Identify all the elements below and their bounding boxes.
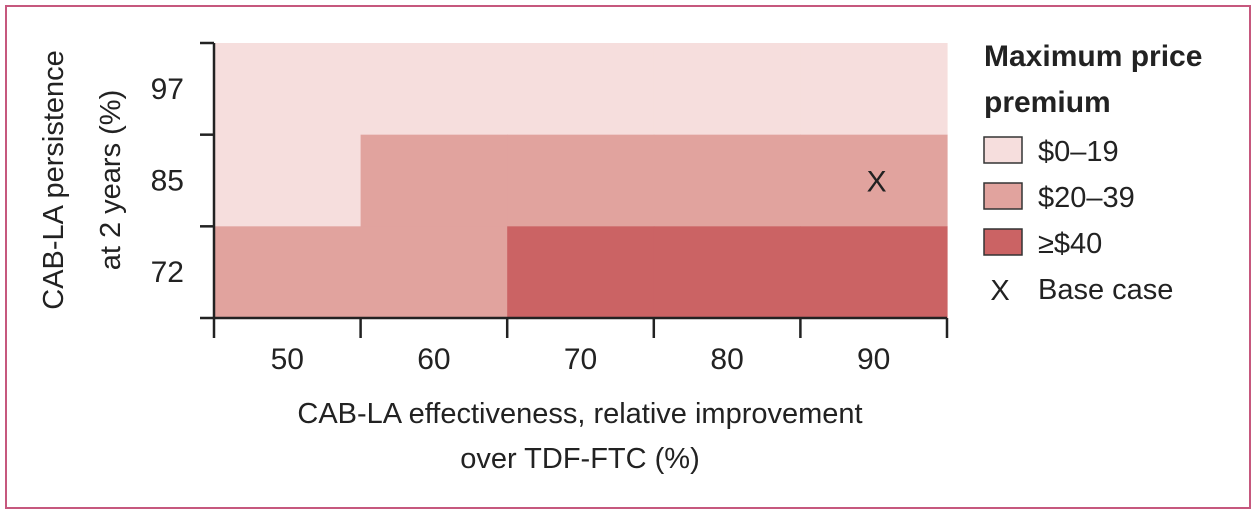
x-ticks <box>212 318 949 338</box>
heatmap-cell-85-60 <box>360 134 508 227</box>
base-case-layer: X <box>867 166 887 199</box>
heatmap-cell-72-60 <box>360 226 508 319</box>
heatmap-cell-85-50 <box>214 134 362 227</box>
legend-swatch-40+ <box>983 228 1023 256</box>
y-tick-label-97: 97 <box>151 73 184 106</box>
heatmap-cell-85-80 <box>653 134 801 227</box>
y-axis-title-line2: at 2 years (%) <box>95 90 127 271</box>
legend-label-40+: ≥$40 <box>1038 228 1102 260</box>
heatmap-cell-85-90 <box>800 134 948 227</box>
heatmap-cell-85-70 <box>507 134 655 227</box>
legend-swatch-0-19 <box>983 136 1023 164</box>
base-case-marker: X <box>867 166 887 199</box>
legend-base-case-marker: X <box>990 275 1009 307</box>
legend-label-0-19: $0–19 <box>1038 136 1119 168</box>
heatmap-cell-97-50 <box>214 43 362 136</box>
legend: Maximum price premium $0–19$20–39≥$40 X … <box>983 40 1202 307</box>
y-ticks <box>200 41 214 320</box>
y-tick-label-72: 72 <box>151 256 184 289</box>
x-tick-label-90: 90 <box>857 343 890 376</box>
axes <box>212 43 947 320</box>
legend-title-line1: Maximum price <box>984 40 1202 73</box>
x-tick-label-70: 70 <box>564 343 597 376</box>
x-tick-label-50: 50 <box>271 343 304 376</box>
heatmap-cell-97-70 <box>507 43 655 136</box>
y-tick-label-85: 85 <box>151 165 184 198</box>
heatmap-cell-97-90 <box>800 43 948 136</box>
y-tick-labels: 97 85 72 <box>151 73 184 289</box>
x-tick-labels: 50 60 70 80 90 <box>271 343 891 376</box>
heatmap-cell-72-50 <box>214 226 362 319</box>
legend-label-20-39: $20–39 <box>1038 182 1135 214</box>
legend-base-case-label: Base case <box>1038 274 1173 306</box>
x-axis-title-line2: over TDF-FTC (%) <box>460 443 700 475</box>
legend-title-line2: premium <box>984 86 1111 119</box>
y-axis-title-line1: CAB-LA persistence <box>38 50 70 310</box>
heatmap-cell-72-80 <box>653 226 801 319</box>
heatmap-cell-72-90 <box>800 226 948 319</box>
legend-swatch-20-39 <box>983 182 1023 210</box>
x-axis-title-line1: CAB-LA effectiveness, relative improveme… <box>297 398 862 430</box>
legend-items: $0–19 $20–39 ≥$40 <box>983 136 1135 260</box>
heatmap-cell-97-60 <box>360 43 508 136</box>
heatmap-cells <box>214 43 948 319</box>
heatmap-cell-97-80 <box>653 43 801 136</box>
x-tick-label-60: 60 <box>417 343 450 376</box>
heatmap-cell-72-70 <box>507 226 655 319</box>
x-tick-label-80: 80 <box>710 343 743 376</box>
